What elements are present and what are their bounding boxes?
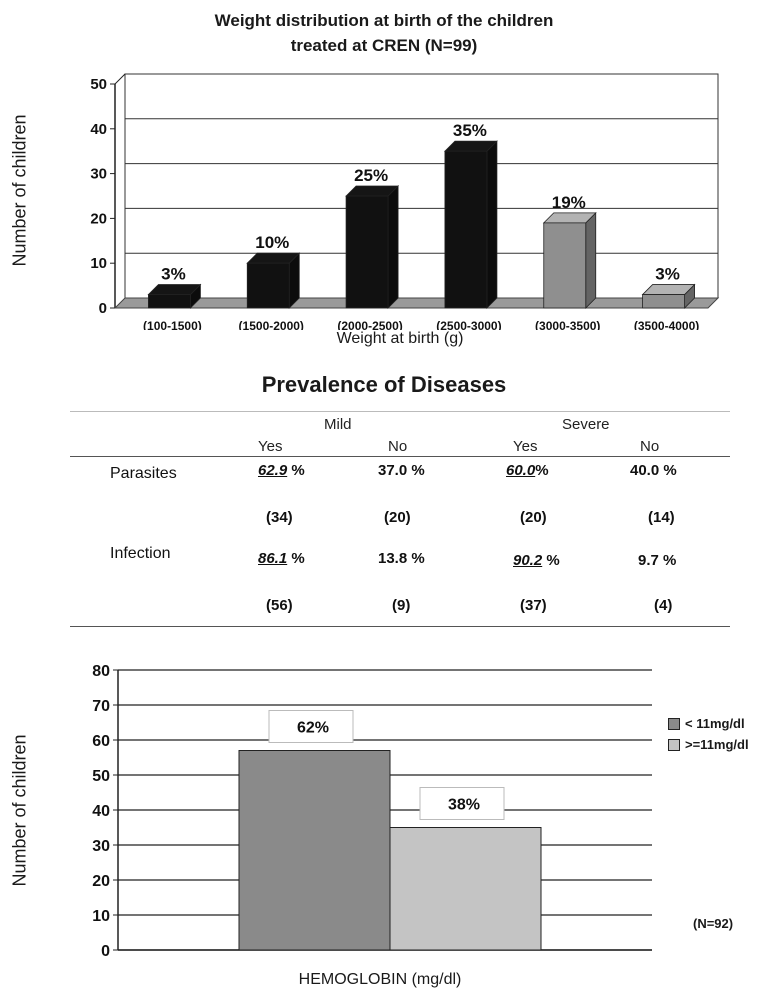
y-tick-label: 20 [90,210,107,227]
bar [543,222,587,309]
x-tick-label: (100-1500) [143,319,202,330]
table-cell-pct: 90.2 % [513,552,560,569]
y-tick-label: 0 [99,300,107,317]
x-tick-label: (2500-3000) [436,319,501,330]
data-label: 62% [297,720,329,737]
data-label: 38% [448,797,480,814]
chart2-annotation: (N=92) [693,916,734,931]
table-cell-count: (34) [266,509,293,526]
table-cell-count: (56) [266,597,293,614]
chart1-title-line2: treated at CREN (N=99) [290,36,478,55]
chart1-title: Weight distribution at birth of the chil… [0,8,768,58]
table-title: Prevalence of Diseases [261,372,507,397]
data-label: 3% [655,265,680,284]
legend-item: < 11mg/dl [668,716,749,731]
bar [238,750,391,951]
chart2-xlabel: HEMOGLOBIN (mg/dl) [298,971,462,988]
table-cell-pct: 62.9 % [258,462,305,479]
data-label: 35% [453,121,487,140]
bar [246,262,290,309]
table-header-mild: Mild [324,416,352,433]
y-tick-label: 10 [92,908,110,925]
data-label-box [268,710,354,743]
y-tick-label: 80 [92,663,110,680]
table-cell-pct: 40.0 % [630,462,677,479]
bar [389,827,542,951]
y-axis-top [114,73,126,85]
legend-swatch [668,738,680,751]
floor [113,297,720,309]
table-cell-pct: 37.0 % [378,462,425,479]
y-tick-label: 50 [92,768,110,785]
y-tick-label: 30 [90,166,107,183]
bar [345,195,389,309]
bar [444,150,488,309]
data-label: 10% [255,233,289,252]
y-tick-label: 60 [92,733,110,750]
y-tick-label: 70 [92,698,110,715]
plot-frame [124,73,719,299]
legend-label: < 11mg/dl [685,716,745,731]
bar-side [585,211,597,309]
table-bottom-rule [70,626,730,627]
table-subheader: No [388,438,408,455]
y-tick-label: 0 [101,943,110,960]
y-tick-label: 20 [92,873,110,890]
data-label-box [419,787,505,820]
table-cell-pct: 60.0% [506,462,549,479]
table-top-rule [70,411,730,412]
table-cell-count: (9) [392,597,411,614]
table-header-severe: Severe [562,416,610,433]
bar-side [387,185,399,309]
table-cell-count: (20) [384,509,411,526]
y-tick-label: 40 [90,121,107,138]
table-cell-pct: 9.7 % [638,552,677,569]
chart1-title-line1: Weight distribution at birth of the chil… [214,11,554,30]
table-cell-count: (20) [520,509,547,526]
table-subheader: No [640,438,660,455]
table-cell-pct: 13.8 % [378,550,425,567]
x-tick-label: (3500-4000) [634,319,699,330]
table-subheader: Yes [258,438,283,455]
table-cell-count: (14) [648,509,675,526]
bar [148,294,191,309]
x-tick-label: (2000-2500) [337,319,402,330]
chart1-plot: 0 10 20 30 40 50 3% (100-1500) 10% (1500-2000) 25%… [90,73,720,330]
chart2-ylabel: Number of children [9,734,30,887]
bar [642,294,685,309]
chart2-legend: < 11mg/dl >=11mg/dl [668,716,749,752]
legend-swatch [668,717,680,730]
legend-item: >=11mg/dl [668,737,749,752]
table-row-label: Parasites [110,465,177,482]
table-cell-pct: 86.1 % [258,550,305,567]
table-header-rule [70,456,730,457]
table-subheader: Yes [513,438,538,455]
legend-label: >=11mg/dl [685,737,749,752]
y-tick-label: 40 [92,803,110,820]
data-label: 25% [354,166,388,185]
bar-side [486,140,498,309]
chart1-ylabel: Number of children [9,114,30,267]
chart2-plot: 0 10 20 30 40 50 60 70 80 62% 38% [92,663,652,960]
y-tick-label: 10 [90,255,107,272]
data-label: 3% [161,265,186,284]
table-cell-count: (4) [654,597,673,614]
y-tick-label: 50 [90,76,107,93]
data-label: 19% [552,193,586,212]
x-tick-label: (1500-2000) [239,319,304,330]
y-tick-label: 30 [92,838,110,855]
chart1-xlabel: Weight at birth (g) [336,330,464,347]
x-tick-label: (3000-3500) [535,319,600,330]
table-cell-count: (37) [520,597,547,614]
table-row-label: Infection [110,545,171,562]
